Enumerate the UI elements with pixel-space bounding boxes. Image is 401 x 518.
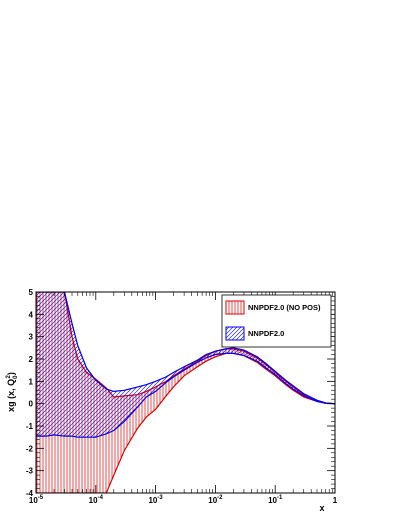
series-lower-line-0 [36, 352, 335, 493]
legend-swatch-nnpdf [225, 326, 245, 341]
y-tick-label: 3 [29, 333, 34, 342]
y-tick-label: 0 [29, 400, 34, 409]
x-tick-label: 10-5 [29, 495, 44, 505]
legend-label-nnpdf: NNPDF2.0 [248, 329, 284, 338]
series-layer [36, 292, 335, 493]
series-band-0 [36, 292, 335, 493]
y-tick-label: 5 [29, 288, 34, 297]
x-tick-label: 10-1 [268, 495, 283, 505]
series-upper-line-1 [36, 292, 335, 405]
series-lower-line-1 [36, 352, 335, 438]
y-tick-label: -1 [26, 422, 34, 431]
y-tick-label: 4 [29, 310, 34, 319]
series-band-1 [36, 292, 335, 438]
y-tick-label: 1 [29, 377, 34, 386]
y-tick-label: 2 [29, 355, 34, 364]
x-tick-label: 10-2 [208, 495, 223, 505]
plot-frame [35, 291, 336, 494]
x-tick-label: 10-3 [148, 495, 163, 505]
legend: NNPDF2.0 (NO POS) NNPDF2.0 [221, 294, 332, 348]
x-axis-title: x [319, 503, 324, 513]
x-tick-label: 1 [333, 496, 338, 505]
y-tick-label: -3 [26, 467, 34, 476]
y-tick-label: -2 [26, 444, 34, 453]
x-tick-label: 10-4 [89, 495, 104, 505]
legend-label-no-pos: NNPDF2.0 (NO POS) [248, 303, 321, 312]
y-tick-label: -4 [26, 489, 34, 498]
legend-swatch-no-pos [225, 300, 245, 315]
y-axis-title: xg (x, Q02) [6, 372, 19, 412]
